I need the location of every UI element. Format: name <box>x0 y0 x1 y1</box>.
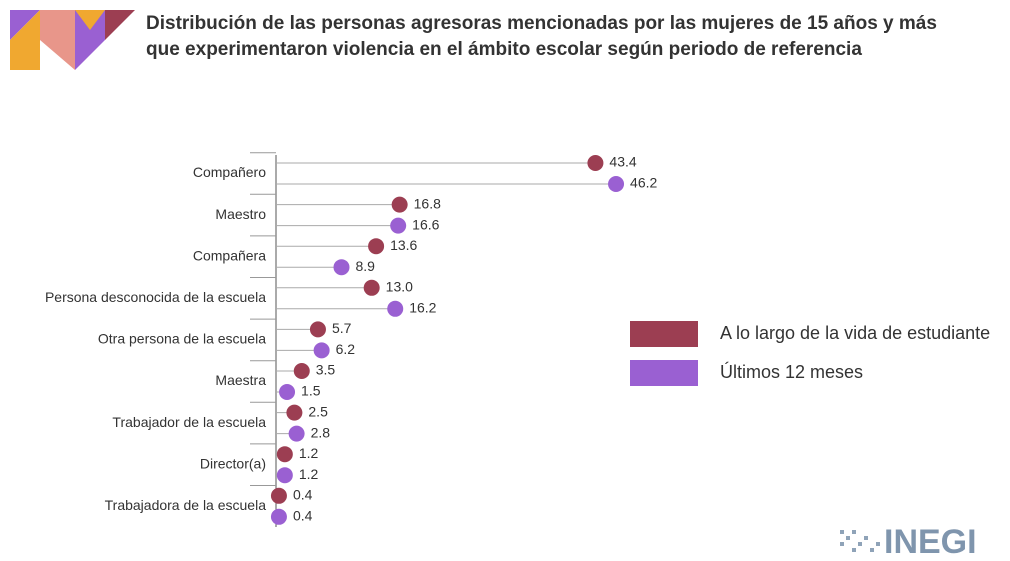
dot <box>363 279 380 296</box>
value-label: 43.4 <box>609 154 636 170</box>
value-label: 3.5 <box>316 362 336 378</box>
value-label: 1.2 <box>299 445 319 461</box>
dot <box>276 467 293 484</box>
value-label: 1.5 <box>301 383 321 399</box>
dot <box>270 508 287 525</box>
legend-swatch <box>630 321 698 347</box>
category-label: Director(a) <box>200 455 266 471</box>
value-label: 13.6 <box>390 237 417 253</box>
dot <box>313 342 330 359</box>
category-label: Otra persona de la escuela <box>98 331 266 347</box>
chart-subtitle: que experimentaron violencia en el ámbit… <box>146 39 862 60</box>
dot <box>286 404 303 421</box>
dot <box>368 238 385 255</box>
value-label: 5.7 <box>332 320 352 336</box>
category-label: Persona desconocida de la escuela <box>45 289 266 305</box>
value-label: 2.8 <box>311 424 331 440</box>
dot <box>270 487 287 504</box>
category-label: Maestro <box>215 206 266 222</box>
value-label: 16.6 <box>412 216 439 232</box>
legend-label: A lo largo de la vida de estudiante <box>720 323 990 343</box>
value-label: 13.0 <box>386 279 413 295</box>
dot <box>391 196 408 213</box>
dot <box>390 217 407 234</box>
dot <box>309 321 326 338</box>
dot <box>279 384 296 400</box>
dot <box>587 155 604 171</box>
legend-swatch <box>630 360 698 386</box>
value-label: 2.5 <box>308 403 328 419</box>
dot <box>333 259 350 276</box>
dot <box>293 363 310 379</box>
logo: INEGI <box>840 523 977 561</box>
value-label: 0.4 <box>293 487 313 503</box>
dot <box>387 300 404 317</box>
legend-label: Últimos 12 meses <box>720 361 863 382</box>
category-label: Maestra <box>215 372 266 388</box>
dot <box>288 425 305 442</box>
category-label: Trabajador de la escuela <box>112 414 266 430</box>
value-label: 0.4 <box>293 508 313 524</box>
dot <box>608 176 625 192</box>
value-label: 1.2 <box>299 466 319 482</box>
value-label: 16.2 <box>409 300 436 316</box>
chart-title: Distribución de las personas agresoras m… <box>146 13 937 34</box>
category-label: Trabajadora de la escuela <box>105 497 267 513</box>
value-label: 8.9 <box>356 258 376 274</box>
dot <box>276 446 293 463</box>
value-label: 46.2 <box>630 175 657 191</box>
decoration <box>10 10 135 70</box>
logo-text: INEGI <box>884 523 977 561</box>
category-label: Compañero <box>193 164 266 180</box>
value-label: 6.2 <box>336 341 356 357</box>
value-label: 16.8 <box>414 195 441 211</box>
category-label: Compañera <box>193 247 266 263</box>
